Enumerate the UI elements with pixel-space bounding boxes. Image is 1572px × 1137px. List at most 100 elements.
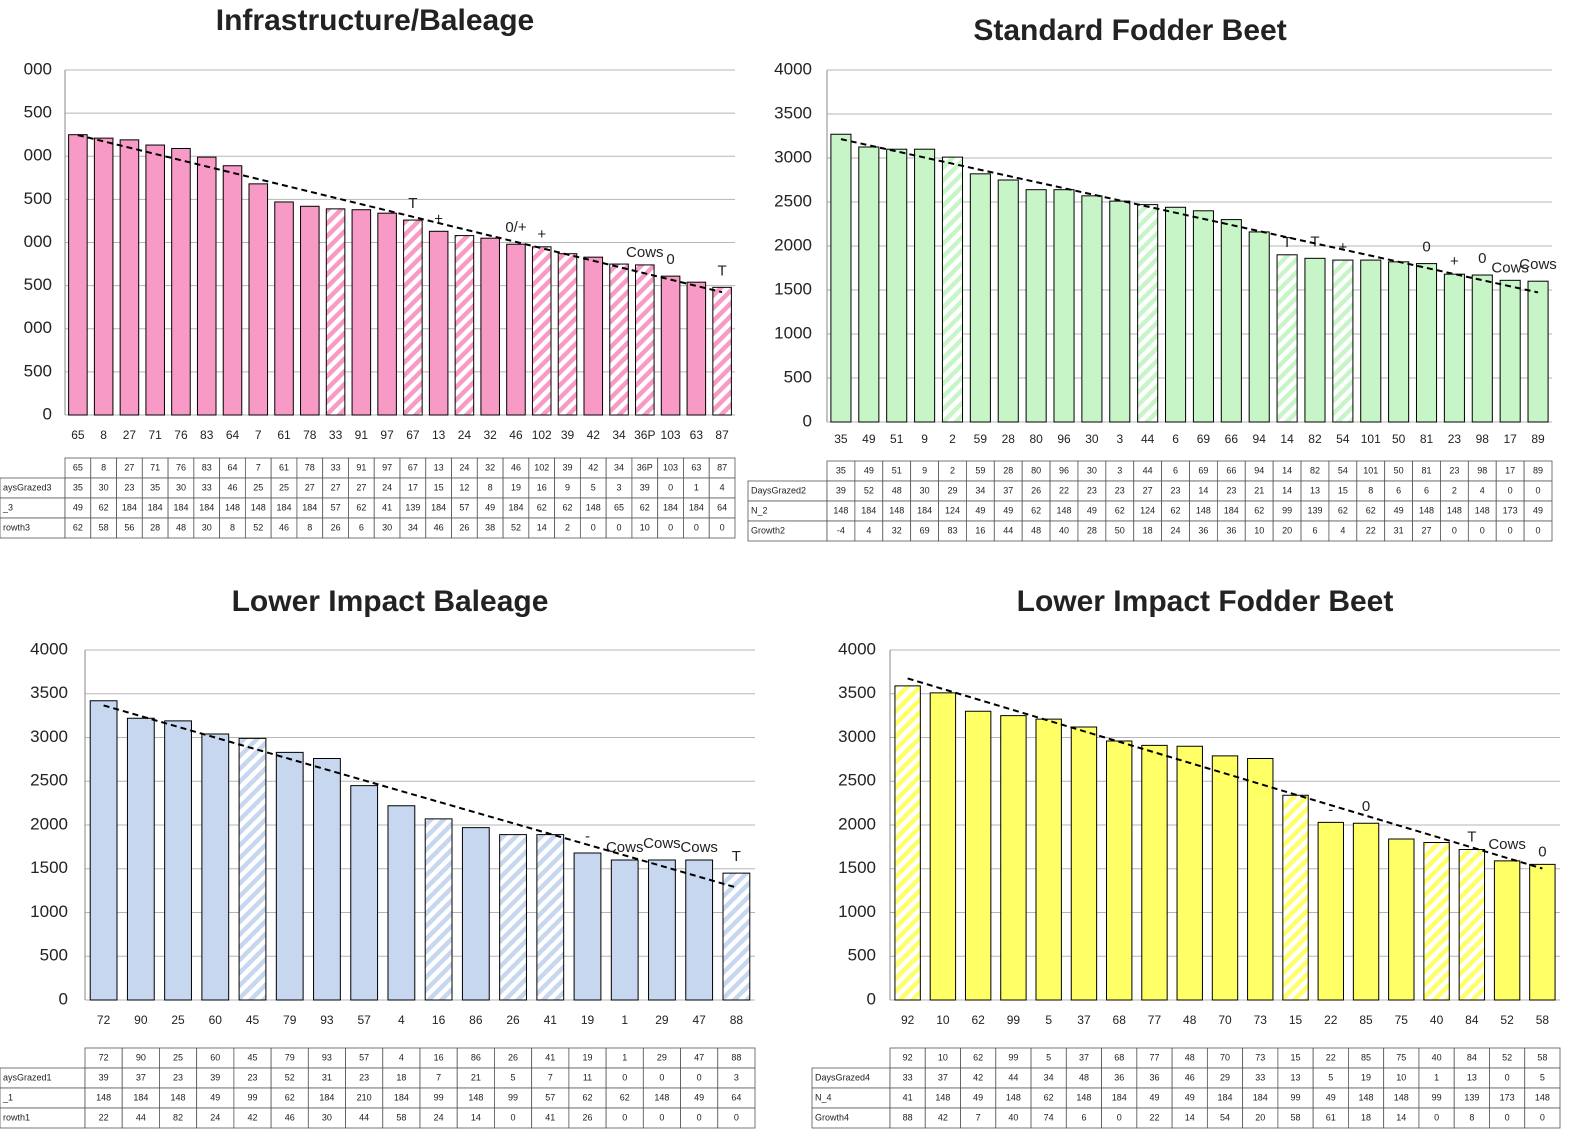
bar [1000,715,1027,1001]
table-value: 10 [640,522,650,532]
x-tick-label: 9 [921,432,928,446]
bar [403,219,423,416]
table-row-label: Growth2 [751,525,785,535]
table-value: 25 [253,482,263,492]
bar [325,208,346,416]
x-tick-label: 68 [1113,1013,1127,1027]
bar [387,805,416,1001]
table-header: 52 [1502,1052,1512,1062]
table-value: 21 [471,1072,481,1082]
bar [964,710,992,1001]
y-tick-label: 1500 [838,858,876,877]
x-tick-label: 27 [123,428,137,442]
table-value: 148 [251,502,266,512]
y-tick-label: 0 [43,404,52,423]
table-header: 47 [694,1052,704,1062]
x-tick-label: 22 [1324,1013,1338,1027]
table-value: 38 [485,522,495,532]
bar [1109,200,1131,423]
table-value: 19 [511,482,521,492]
x-tick-label: 78 [303,428,317,442]
table-header: 87 [717,462,727,472]
table-header: 59 [975,465,985,475]
table-value: 16 [975,525,985,535]
table-header: 72 [99,1052,109,1062]
bar [609,263,629,416]
table-value: 49 [694,1092,704,1102]
x-tick-label: 19 [581,1013,595,1027]
bar-annotation: Cows [1488,836,1526,853]
chart-title: Lower Impact Baleage [232,585,549,618]
table-value: 0 [1434,1112,1439,1122]
y-tick-label: 2000 [838,814,876,833]
bar-annotation: + [1338,239,1347,256]
x-tick-label: 90 [134,1013,148,1027]
table-value: 49 [1326,1092,1336,1102]
table-value: 83 [947,525,957,535]
table-value: 42 [973,1072,983,1082]
table-value: 25 [279,482,289,492]
table-value: 23 [1115,485,1125,495]
y-tick-label: 2500 [30,771,68,790]
x-tick-label: 7 [255,428,262,442]
table-value: 7 [436,1072,441,1082]
bar [201,733,230,1001]
bar [969,173,991,423]
table-value: 184 [1112,1092,1127,1102]
table-value: 0 [1540,1112,1545,1122]
table-value: 148 [586,502,601,512]
table-value: 7 [976,1112,981,1122]
bar [1220,219,1242,423]
table-value: 2 [565,522,570,532]
table-value: 184 [394,1092,409,1102]
table-value: 99 [1432,1092,1442,1102]
x-tick-label: 35 [834,432,848,446]
bar [635,264,655,416]
x-tick-label: 96 [1057,432,1071,446]
table-header: 24 [459,462,469,472]
x-tick-label: 82 [1308,432,1322,446]
table-header: 63 [691,462,701,472]
table-header: 97 [382,462,392,472]
table-header: 51 [892,465,902,475]
table-value: 23 [247,1072,257,1082]
bar [573,852,602,1001]
x-tick-label: 51 [890,432,904,446]
table-header: 83 [202,462,212,472]
table-value: 184 [302,502,317,512]
table-header: 96 [1059,465,1069,475]
table-value: 42 [247,1112,257,1122]
x-tick-label: 102 [532,428,552,442]
table-header: 17 [1505,465,1515,475]
bar-annotation: Cows [1519,256,1557,273]
table-cell [708,517,736,539]
bar [1352,822,1380,1001]
table-header: 2 [950,465,955,475]
x-tick-label: 46 [509,428,523,442]
table-header: 9 [922,465,927,475]
table-header: 86 [471,1052,481,1062]
y-tick-label: 1000 [838,902,876,921]
bar-annotation: Cows [606,839,644,856]
x-tick-label: 77 [1148,1013,1162,1027]
table-value: 88 [903,1112,913,1122]
table-value: 62 [99,502,109,512]
table-value: 29 [947,485,957,495]
bar-annotation: 0 [1422,239,1430,256]
table-value: 14 [1396,1112,1406,1122]
table-value: 35 [73,482,83,492]
table-value: 148 [1057,505,1072,515]
table-value: 26 [331,522,341,532]
bar-annotation: + [537,226,546,243]
table-value: 184 [199,502,214,512]
bar [610,859,639,1001]
table-value: 0 [617,522,622,532]
table-value: 39 [640,482,650,492]
bar-annotation: Cows [626,244,664,261]
table-header: 16 [434,1052,444,1062]
y-tick-label: 4000 [838,639,876,658]
x-tick-label: 97 [380,428,394,442]
x-tick-label: 58 [1536,1013,1550,1027]
table-value: 49 [1533,505,1543,515]
x-tick-label: 15 [1289,1013,1303,1027]
